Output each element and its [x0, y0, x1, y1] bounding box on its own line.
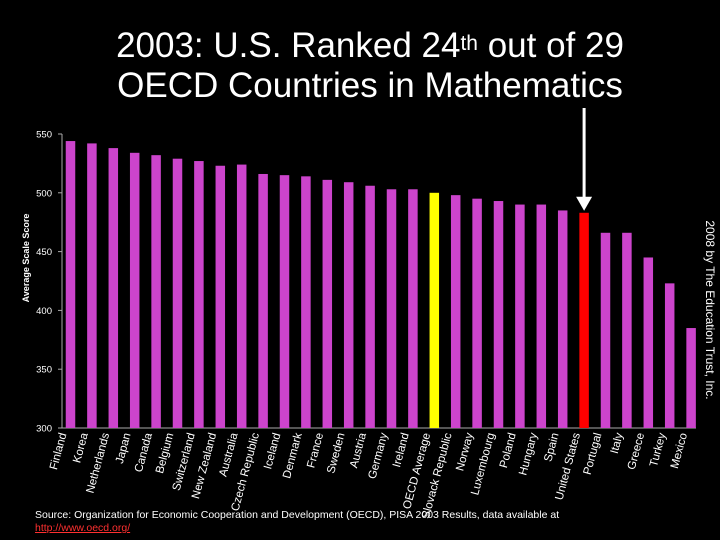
bar — [643, 257, 654, 428]
category-label: Austria — [348, 431, 369, 469]
y-tick-label: 300 — [36, 424, 52, 435]
bar — [258, 173, 268, 428]
bar — [493, 201, 504, 428]
category-label: Australia — [217, 431, 240, 478]
bar — [301, 176, 311, 428]
bar — [600, 232, 611, 428]
bar — [515, 204, 525, 428]
title-line2: OECD Countries in Mathematics — [117, 66, 623, 105]
title-line1: 2003: U.S. Ranked 24th out of 29 — [116, 26, 624, 65]
category-label: Spain — [542, 432, 561, 464]
bar — [108, 148, 119, 428]
category-label: Portugal — [582, 432, 605, 476]
category-label: Ireland — [391, 432, 412, 469]
y-tick-label: 450 — [36, 247, 52, 258]
bar — [408, 189, 418, 428]
y-tick-label: 550 — [36, 130, 52, 141]
bar — [579, 212, 589, 428]
bar — [343, 182, 354, 428]
category-label: Finland — [48, 432, 69, 472]
bar — [322, 179, 333, 428]
category-label: Hungary — [517, 431, 540, 476]
category-label: Italy — [609, 431, 626, 455]
bar — [536, 204, 547, 428]
category-label: Denmark — [281, 431, 305, 479]
bar — [87, 143, 97, 428]
bar — [215, 165, 226, 428]
y-tick-label: 500 — [36, 188, 52, 199]
bar — [151, 155, 161, 428]
bar — [386, 189, 397, 428]
category-label: Japan — [114, 432, 134, 465]
chart-title: 2003: U.S. Ranked 24th out of 29 OECD Co… — [60, 26, 680, 106]
copyright-credit: 2008 by The Education Trust, Inc. — [703, 220, 717, 400]
category-label: Germany — [367, 431, 391, 480]
bar — [236, 164, 247, 429]
bar — [129, 152, 140, 429]
bar — [365, 185, 375, 428]
bar — [557, 210, 568, 428]
category-label: Poland — [498, 432, 519, 470]
y-tick-label: 400 — [36, 306, 52, 317]
bar — [450, 195, 461, 428]
source-link[interactable]: http://www.oecd.org/ — [35, 522, 131, 534]
y-axis-label: Average Scale Score — [21, 214, 31, 303]
bar — [472, 198, 482, 428]
category-label: Norway — [454, 431, 476, 472]
bar — [194, 161, 204, 428]
bar — [622, 232, 632, 428]
category-label: Canada — [133, 431, 155, 474]
bar — [429, 192, 440, 428]
category-label: Belgium — [154, 432, 176, 475]
category-label: Sweden — [325, 432, 347, 475]
y-tick-label: 350 — [36, 365, 52, 376]
category-label: Iceland — [262, 432, 283, 471]
us-arrow-head — [576, 196, 593, 211]
category-label: Mexico — [669, 432, 690, 470]
category-label: Turkey — [648, 431, 669, 468]
bar — [172, 158, 183, 429]
category-label: Greece — [626, 432, 647, 472]
bar — [65, 141, 76, 428]
bar — [279, 175, 290, 428]
bar — [686, 328, 696, 428]
source-text: Source: Organization for Economic Cooper… — [35, 509, 560, 521]
category-label: Korea — [71, 431, 91, 464]
bar — [664, 283, 675, 428]
category-label: France — [305, 432, 326, 470]
source-note: Source: Organization for Economic Cooper… — [35, 509, 559, 534]
